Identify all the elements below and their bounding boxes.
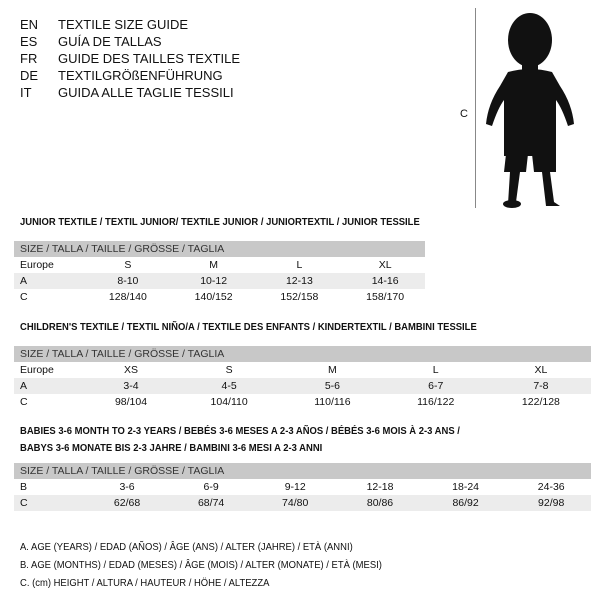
legend-item: A. AGE (YEARS) / EDAD (AÑOS) / ÂGE (ANS)… (20, 541, 353, 553)
junior-size-table: SIZE / TALLA / TAILLE / GRÖSSE / TAGLIA … (14, 241, 425, 305)
cell: 92/98 (505, 495, 591, 511)
row-label: C (20, 291, 28, 303)
cell: 128/140 (108, 291, 147, 303)
height-measure-line (475, 8, 476, 208)
cell: 110/116 (314, 396, 351, 408)
table-row: Europe S M L XL (14, 257, 425, 273)
lang-row: EN TEXTILE SIZE GUIDE (20, 16, 240, 33)
lang-row: DE TEXTILGRÖßENFÜHRUNG (20, 67, 240, 84)
babies-size-table: SIZE / TALLA / TAILLE / GRÖSSE / TAGLIA … (14, 463, 591, 511)
table-header-row: SIZE / TALLA / TAILLE / GRÖSSE / TAGLIA (14, 241, 425, 257)
child-silhouette-icon (486, 13, 574, 208)
cell: 86/92 (419, 495, 506, 511)
row-label: A (14, 273, 82, 289)
table-header: SIZE / TALLA / TAILLE / GRÖSSE / TAGLIA (14, 241, 425, 257)
children-size-table: SIZE / TALLA / TAILLE / GRÖSSE / TAGLIA … (14, 346, 591, 410)
cell: L (432, 364, 439, 376)
cell: XS (124, 364, 139, 376)
table-header: SIZE / TALLA / TAILLE / GRÖSSE / TAGLIA (14, 346, 591, 362)
table-row: C 128/140 140/152 152/158 158/170 (14, 289, 425, 305)
lang-row: ES GUÍA DE TALLAS (20, 33, 240, 50)
table-header-row: SIZE / TALLA / TAILLE / GRÖSSE / TAGLIA (14, 346, 591, 362)
cell: 6-9 (203, 481, 219, 493)
lang-title: TEXTILE SIZE GUIDE (58, 17, 189, 32)
children-section-title: CHILDREN'S TEXTILE / TEXTIL NIÑO/A / TEX… (20, 321, 477, 333)
lang-code: FR (20, 51, 38, 66)
cell: 4-5 (174, 378, 279, 394)
cell: 158/170 (366, 291, 405, 303)
cell: 74/80 (250, 495, 335, 511)
row-label: C (20, 396, 28, 408)
row-label: B (20, 481, 28, 493)
cell: M (209, 259, 218, 271)
cell: S (225, 364, 233, 376)
cell: 3-6 (119, 481, 135, 493)
lang-title: TEXTILGRÖßENFÜHRUNG (58, 68, 223, 83)
cell: XL (378, 259, 392, 271)
legend-item: B. AGE (MONTHS) / EDAD (MESES) / ÂGE (MO… (20, 559, 382, 571)
lang-row: IT GUIDA ALLE TAGLIE TESSILI (20, 84, 240, 101)
legend: A. AGE (YEARS) / EDAD (AÑOS) / ÂGE (ANS)… (20, 538, 382, 592)
cell: 7-8 (484, 378, 591, 394)
lang-code: IT (20, 85, 32, 100)
lang-title: GUIDA ALLE TAGLIE TESSILI (58, 85, 234, 100)
cell: 62/68 (82, 495, 167, 511)
row-label: C (14, 495, 82, 511)
row-label: A (14, 378, 82, 394)
lang-code: ES (20, 34, 38, 49)
cell: XL (534, 364, 548, 376)
lang-title: GUÍA DE TALLAS (58, 34, 162, 49)
cell: 116/122 (417, 396, 455, 408)
cell: 152/158 (280, 291, 319, 303)
cell: 122/128 (521, 396, 560, 408)
language-titles: EN TEXTILE SIZE GUIDE ES GUÍA DE TALLAS FR… (20, 16, 240, 101)
table-row: C 62/68 68/74 74/80 80/86 86/92 92/98 (14, 495, 591, 511)
lang-row: FR GUIDE DES TAILLES TEXTILE (20, 50, 240, 67)
table-row: Europe XS S M L XL (14, 362, 591, 378)
cell: 98/104 (114, 396, 148, 408)
cell: 9-12 (284, 481, 306, 493)
row-label: Europe (20, 259, 54, 271)
cell: 6-7 (380, 378, 485, 394)
cell: 3-4 (82, 378, 175, 394)
row-label: Europe (20, 364, 54, 376)
legend-item: C. (cm) HEIGHT / ALTURA / HAUTEUR / HÖHE… (20, 577, 270, 589)
cell: L (296, 259, 303, 271)
babies-section-title-line2: BABYS 3-6 MONATE BIS 2-3 JAHRE / BAMBINI… (20, 442, 323, 454)
babies-section-title-line1: BABIES 3-6 MONTH TO 2-3 YEARS / BEBÉS 3-… (20, 425, 460, 437)
cell: 12-18 (366, 481, 394, 493)
table-header-row: SIZE / TALLA / TAILLE / GRÖSSE / TAGLIA (14, 463, 591, 479)
cell: S (124, 259, 132, 271)
cell: 18-24 (452, 481, 480, 493)
lang-code: DE (20, 68, 39, 83)
cell: 10-12 (167, 273, 254, 289)
lang-code: EN (20, 17, 39, 32)
cell: 12-13 (253, 273, 340, 289)
cell: 8-10 (82, 273, 168, 289)
table-header: SIZE / TALLA / TAILLE / GRÖSSE / TAGLIA (14, 463, 591, 479)
junior-section-title: JUNIOR TEXTILE / TEXTIL JUNIOR/ TEXTILE … (20, 216, 420, 228)
cell: 140/152 (194, 291, 233, 303)
table-row: B 3-6 6-9 9-12 12-18 18-24 24-36 (14, 479, 591, 495)
cell: 104/110 (210, 396, 248, 408)
cell: 5-6 (278, 378, 381, 394)
cell: 24-36 (537, 481, 565, 493)
lang-title: GUIDE DES TAILLES TEXTILE (58, 51, 241, 66)
cell: 68/74 (166, 495, 251, 511)
cell: 14-16 (339, 273, 425, 289)
cell: M (328, 364, 337, 376)
height-measure-label: C (460, 108, 468, 120)
table-row: A 3-4 4-5 5-6 6-7 7-8 (14, 378, 591, 394)
table-row: C 98/104 104/110 110/116 116/122 122/128 (14, 394, 591, 410)
table-row: A 8-10 10-12 12-13 14-16 (14, 273, 425, 289)
cell: 80/86 (334, 495, 420, 511)
